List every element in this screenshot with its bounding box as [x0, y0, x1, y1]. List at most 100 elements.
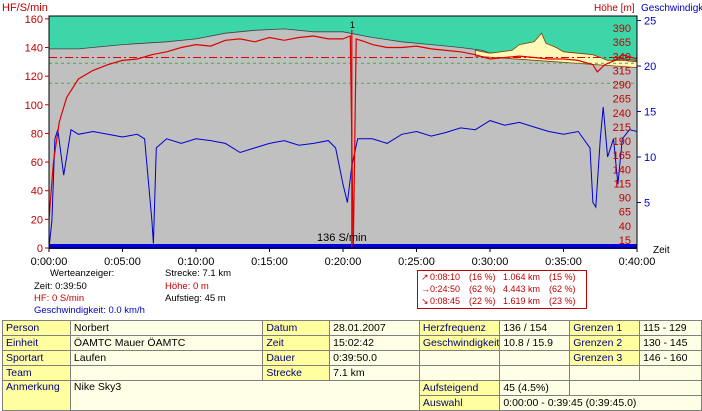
y-speed-tick-label: 10 — [644, 152, 656, 164]
zone2-value[interactable]: 130 - 145 — [639, 335, 702, 351]
heart-rate-value: 136 / 154 — [499, 320, 571, 336]
distance-label: Strecke — [262, 365, 331, 381]
altitude-area — [48, 28, 638, 249]
y-left-tick-label: 160 — [25, 14, 43, 26]
y-altitude-tick-label: 265 — [613, 94, 631, 106]
segment-distance: 4.443 km — [503, 284, 541, 294]
segment-distance: 1.619 km — [503, 296, 541, 306]
x-tick-label: 0:25:00 — [398, 256, 435, 268]
speed-line — [48, 106, 638, 249]
speed-label: Geschwindigkeit — [418, 335, 501, 351]
y-altitude-tick-label: 240 — [613, 108, 631, 120]
y-altitude-tick-label: 315 — [613, 65, 631, 77]
date-label: Datum — [262, 320, 331, 336]
person-value[interactable]: Norbert — [69, 320, 264, 336]
empty-cell — [418, 350, 501, 366]
duration-value[interactable]: 0:39:50.0 — [329, 350, 420, 366]
y-altitude-axis-title: Höhe [m] — [594, 3, 635, 14]
y-left-tick-label: 120 — [25, 71, 43, 83]
y-altitude-tick-label: 40 — [619, 221, 631, 233]
cursor-label: 136 S/min — [317, 232, 367, 244]
y-altitude-tick-label: 140 — [613, 164, 631, 176]
chart-axes: 1 136 S/min 0 20 40 60 80 100 120 140 160 15 40 65 90 1… — [2, 2, 702, 268]
y-altitude-tick-label: 115 — [613, 178, 631, 190]
y-altitude-tick-label: 365 — [613, 37, 631, 49]
ascent-label: Aufsteigend — [418, 380, 501, 396]
x-tick-label: 0:20:00 — [325, 256, 362, 268]
team-label: Team — [2, 365, 71, 381]
y-altitude-tick-label: 165 — [613, 150, 631, 162]
team-value[interactable] — [69, 365, 264, 381]
zone3-label: Grenzen 3 — [569, 350, 641, 366]
segment-arrow: → — [421, 284, 430, 294]
x-axis-unit: Zeit — [653, 245, 670, 256]
sport-label: Sportart — [2, 350, 71, 366]
y-left-tick-label: 40 — [31, 186, 43, 198]
empty-cell — [569, 365, 641, 381]
segment-time-pct: (62 %) — [469, 284, 496, 294]
empty-cell — [418, 365, 501, 381]
segment-distance-pct: (23 %) — [549, 296, 576, 306]
session-info-table: Person Norbert Datum 28.01.2007 Herzfreq… — [2, 320, 702, 411]
y-altitude-tick-label: 290 — [613, 80, 631, 92]
cursor-marker: 1 — [350, 20, 355, 30]
training-chart[interactable]: 1 136 S/min 0 20 40 60 80 100 120 140 160 15 40 65 90 1… — [0, 0, 702, 320]
ascent-value: 45 (4.5%) — [499, 380, 571, 396]
zone1-label: Grenzen 1 — [569, 320, 641, 336]
x-tick-label: 0:35:00 — [545, 256, 582, 268]
y-altitude-tick-label: 190 — [613, 136, 631, 148]
x-tick-label: 0:15:00 — [251, 256, 288, 268]
x-tick-label: 0:05:00 — [104, 256, 141, 268]
y-speed-tick-label: 25 — [644, 16, 656, 28]
date-value[interactable]: 28.01.2007 — [329, 320, 420, 336]
x-tick-label: 0:40:00 — [619, 256, 656, 268]
y-left-axis-title: HF/S/min — [2, 2, 48, 14]
plot-area — [48, 16, 638, 249]
y-altitude-tick-label: 215 — [613, 122, 631, 134]
y-left-tick-label: 60 — [31, 157, 43, 169]
duration-label: Dauer — [262, 350, 331, 366]
zone2-label: Grenzen 2 — [569, 335, 641, 351]
y-altitude-tick-label: 90 — [619, 193, 631, 205]
zone3-value[interactable]: 146 - 160 — [639, 350, 702, 366]
segment-distance-pct: (62 %) — [549, 284, 576, 294]
note-label: Anmerkung — [2, 380, 71, 411]
segment-distance-pct: (15 %) — [549, 272, 576, 282]
y-altitude-tick-label: 390 — [613, 23, 631, 35]
note-value[interactable]: Nike Sky3 — [69, 380, 420, 411]
segment-time: 0:08:10 — [430, 272, 461, 282]
y-left-tick-label: 100 — [25, 100, 43, 112]
y-speed-axis-title: Geschwindigkeit — [641, 3, 702, 14]
x-tick-label: 0:00:00 — [31, 256, 68, 268]
x-tick-label: 0:10:00 — [178, 256, 215, 268]
y-altitude-tick-label: 65 — [619, 207, 631, 219]
segment-arrow: ↘ — [421, 296, 429, 306]
segment-arrow: ↗ — [421, 272, 429, 282]
speed-value: 10.8 / 15.9 — [499, 335, 571, 351]
segment-time: 0:08:45 — [430, 296, 461, 306]
sport-value[interactable]: Laufen — [69, 350, 264, 366]
y-left-tick-label: 80 — [31, 128, 43, 140]
empty-cell — [499, 365, 571, 381]
y-speed-tick-label: 15 — [644, 107, 656, 119]
y-speed-tick-label: 20 — [644, 61, 656, 73]
segment-distance: 1.064 km — [503, 272, 541, 282]
selection-bar — [49, 244, 637, 249]
unit-label: Einheit — [2, 335, 71, 351]
y-speed-tick-label: 5 — [644, 198, 650, 210]
zone1-value[interactable]: 115 - 129 — [639, 320, 702, 336]
y-altitude-tick-label: 340 — [613, 51, 631, 63]
segment-summary: ↗ 0:08:10 (16 %) 1.064 km (15 %) → 0:24:… — [417, 270, 587, 309]
segment-time: 0:24:50 — [430, 284, 461, 294]
distance-value[interactable]: 7.1 km — [329, 365, 420, 381]
empty-cell — [569, 380, 702, 396]
y-left-tick-label: 140 — [25, 43, 43, 55]
empty-cell — [499, 350, 571, 366]
segment-time-pct: (22 %) — [469, 296, 496, 306]
selection-value[interactable]: 0:00:00 - 0:39:45 (0:39:45.0) — [499, 395, 702, 411]
y-altitude-tick-label: 15 — [619, 235, 631, 247]
selection-label: Auswahl — [418, 395, 501, 411]
x-tick-label: 0:30:00 — [472, 256, 509, 268]
unit-value[interactable]: ÖAMTC Mauer ÖAMTC — [69, 335, 264, 351]
time-value[interactable]: 15:02:42 — [329, 335, 420, 351]
